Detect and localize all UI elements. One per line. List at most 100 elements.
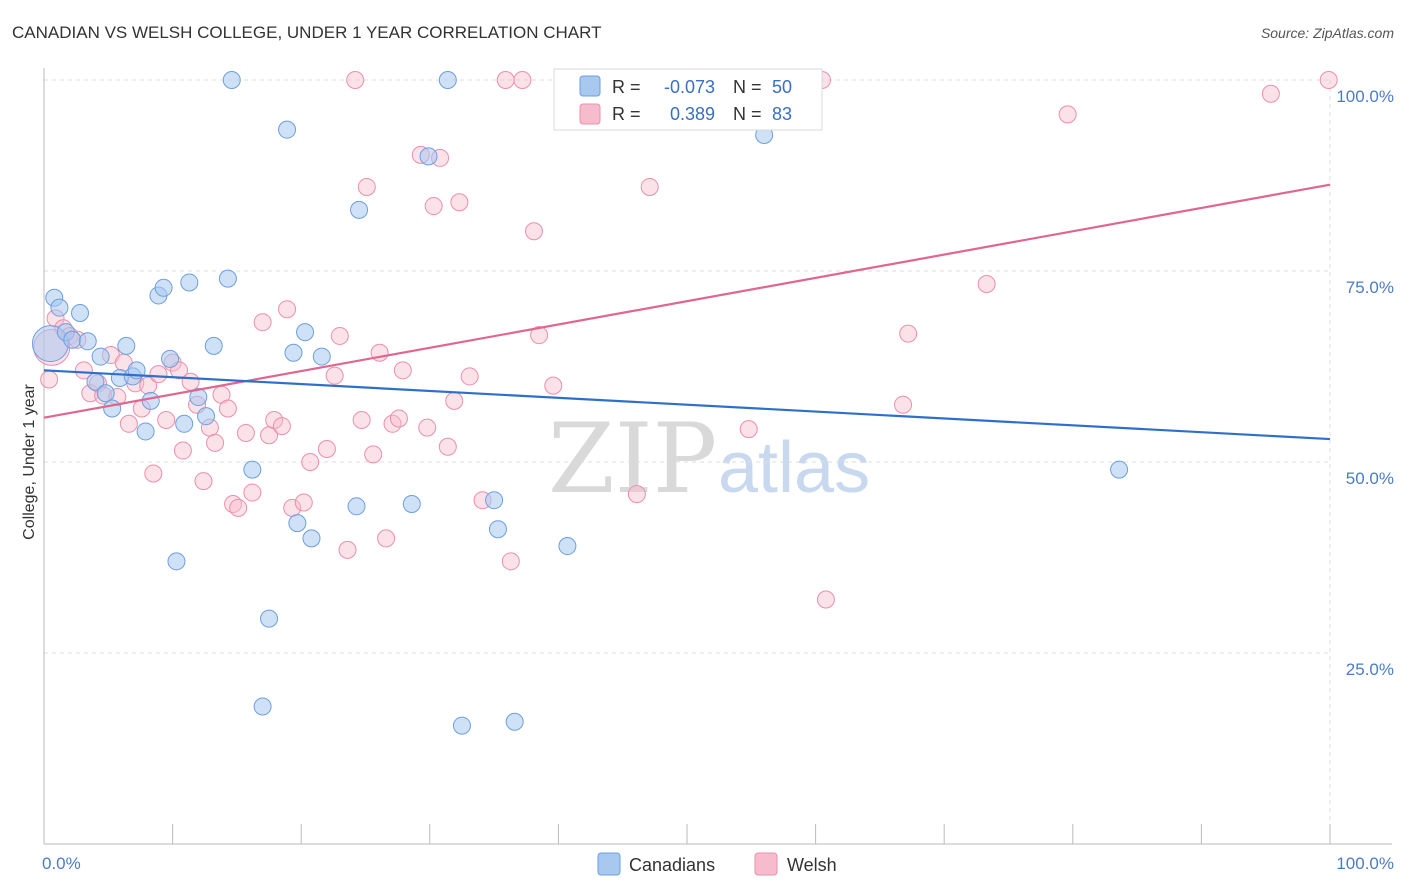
welsh-point xyxy=(194,472,213,491)
legend-welsh-swatch xyxy=(754,852,778,876)
welsh-point xyxy=(894,395,913,414)
canadian-point xyxy=(302,529,321,548)
welsh-point xyxy=(977,274,996,293)
canadian-point xyxy=(402,495,421,514)
welsh-r-value: 0.389 xyxy=(670,104,715,124)
canadian-point xyxy=(296,323,315,342)
welsh-point xyxy=(330,326,349,345)
y-tick-label-2: 75.0% xyxy=(1346,278,1394,297)
canadian-point xyxy=(141,391,160,410)
welsh-point xyxy=(739,420,758,439)
welsh-point xyxy=(243,483,262,502)
welsh-point xyxy=(418,418,437,437)
canadian-point xyxy=(175,414,194,433)
canadian-point xyxy=(50,298,69,317)
welsh-point xyxy=(301,453,320,471)
canadians-n-label: N = xyxy=(733,77,762,97)
welsh-n-label: N = xyxy=(733,104,762,124)
canadian-point xyxy=(278,120,297,139)
welsh-trend-line xyxy=(43,183,1331,419)
welsh-point xyxy=(816,590,835,609)
canadian-point xyxy=(488,520,507,539)
canadian-points xyxy=(31,71,1129,735)
canadian-point xyxy=(96,384,115,403)
canadian-point xyxy=(350,200,369,219)
welsh-point xyxy=(1261,84,1280,103)
welsh-point xyxy=(272,417,291,436)
canadian-point xyxy=(103,399,122,418)
trend-lines xyxy=(43,183,1331,441)
welsh-point xyxy=(294,493,313,512)
welsh-point xyxy=(364,445,383,464)
welsh-point xyxy=(530,326,549,345)
welsh-n-value: 83 xyxy=(772,104,792,124)
axes xyxy=(43,68,1392,845)
watermark-zip: ZIP xyxy=(548,403,717,515)
welsh-point xyxy=(173,441,192,460)
welsh-point xyxy=(253,313,272,332)
canadian-point xyxy=(284,343,303,362)
welsh-r-label: R = xyxy=(612,104,641,124)
canadian-point xyxy=(167,552,186,571)
canadian-point xyxy=(197,407,216,426)
canadian-point xyxy=(161,349,180,368)
watermark: ZIP atlas xyxy=(548,403,870,515)
canadian-point xyxy=(180,273,199,292)
grid xyxy=(44,79,1331,844)
x-tick-label-0: 0.0% xyxy=(42,854,81,873)
canadian-point xyxy=(260,609,279,628)
welsh-point xyxy=(149,365,168,384)
canadian-point xyxy=(154,278,173,297)
canadian-point xyxy=(253,697,272,716)
y-tick-label-0: 25.0% xyxy=(1346,660,1394,679)
canadian-point xyxy=(204,336,223,355)
welsh-point xyxy=(899,324,918,343)
welsh-point xyxy=(377,529,396,548)
welsh-point xyxy=(181,372,200,391)
canadian-point xyxy=(189,388,208,407)
canadian-point xyxy=(452,716,471,735)
canadian-point xyxy=(505,712,524,731)
chart-source: Source: ZipAtlas.com xyxy=(1261,25,1394,41)
welsh-swatch xyxy=(579,103,601,125)
y-axis-label: College, Under 1 year xyxy=(21,384,38,540)
welsh-point xyxy=(445,391,464,410)
welsh-point xyxy=(389,409,408,428)
canadian-point xyxy=(312,347,331,366)
canadian-point xyxy=(485,491,504,510)
welsh-point xyxy=(513,71,532,89)
canadian-point xyxy=(558,537,577,556)
welsh-point xyxy=(74,361,93,380)
welsh-point xyxy=(627,485,646,504)
welsh-points xyxy=(33,71,1338,609)
legend-canadians-swatch xyxy=(597,852,621,876)
canadian-point xyxy=(136,422,155,441)
welsh-point xyxy=(218,399,237,418)
welsh-point xyxy=(393,361,412,380)
welsh-point xyxy=(357,177,376,196)
chart-title: CANADIAN VS WELSH COLLEGE, UNDER 1 YEAR … xyxy=(12,23,601,42)
canadian-point xyxy=(1110,460,1129,479)
welsh-point xyxy=(206,433,225,452)
welsh-point xyxy=(1058,105,1077,124)
welsh-point xyxy=(524,222,543,241)
canadian-point xyxy=(438,71,457,89)
canadians-swatch xyxy=(579,75,601,97)
canadian-point xyxy=(288,514,307,533)
welsh-point xyxy=(278,300,297,319)
canadians-r-value: -0.073 xyxy=(664,77,715,97)
welsh-point xyxy=(157,410,176,429)
canadian-point xyxy=(117,336,136,355)
welsh-point xyxy=(1319,71,1338,89)
canadian-point xyxy=(222,71,241,89)
canadians-n-value: 50 xyxy=(772,77,792,97)
legend-welsh-label: Welsh xyxy=(787,855,837,875)
series-legend: Canadians Welsh xyxy=(597,852,837,876)
y-tick-label-3: 100.0% xyxy=(1336,87,1394,106)
canadian-point xyxy=(243,460,262,479)
welsh-point xyxy=(544,376,563,395)
canadian-point xyxy=(347,497,366,516)
welsh-point xyxy=(40,370,59,389)
canadian-trend-line xyxy=(43,369,1331,441)
